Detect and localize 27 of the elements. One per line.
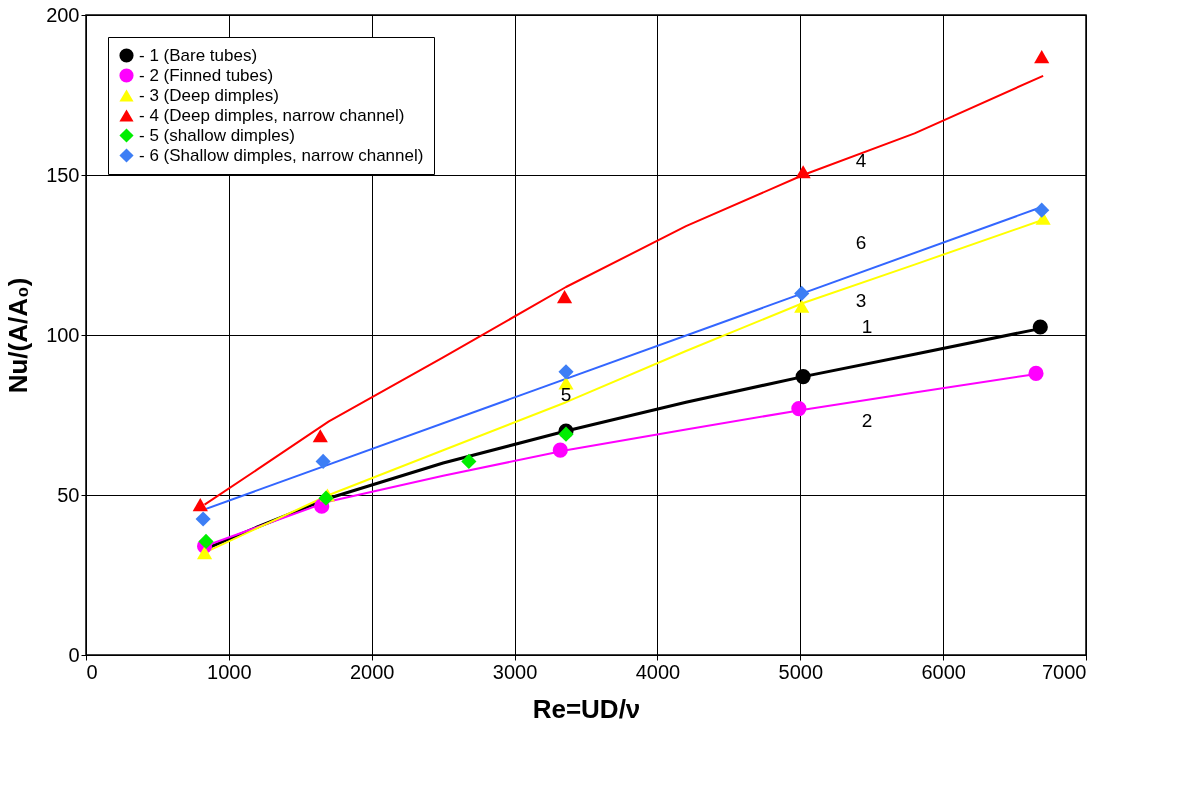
legend-label: - 4 (Deep dimples, narrow channel) [139,105,405,125]
y-axis-title: Nu/(A/A₀) [3,277,34,394]
y-tick-label: 200 [46,3,80,26]
y-tick-label: 150 [46,163,80,186]
annotation: 1 [861,316,873,337]
x-tick-label: 5000 [778,660,824,683]
x-tick-label: 4000 [635,660,681,683]
annotation: 3 [855,290,867,311]
x-tick-label: 2000 [349,660,395,683]
y-tick-label: 0 [68,643,80,666]
annotation: 4 [855,150,867,171]
x-tick-label: 0 [86,660,98,683]
annotation: 5 [560,384,572,405]
x-axis-title: Re=UD/ν [532,693,641,724]
x-tick-label: 6000 [921,660,966,683]
legend-label: - 2 (Finned tubes) [139,65,274,85]
annotation: 2 [861,410,873,431]
x-tick-label: 7000 [1042,660,1087,683]
legend-label: - 3 (Deep dimples) [139,85,279,105]
y-tick-label: 50 [57,483,80,506]
legend-label: - 6 (Shallow dimples, narrow channel) [139,145,424,165]
y-tick-label: 100 [46,323,80,346]
x-tick-label: 3000 [492,660,538,683]
legend-label: - 5 (shallow dimples) [139,125,295,145]
x-tick-label: 1000 [207,660,252,683]
annotation: 6 [855,232,867,253]
legend-label: - 1 (Bare tubes) [139,45,258,65]
